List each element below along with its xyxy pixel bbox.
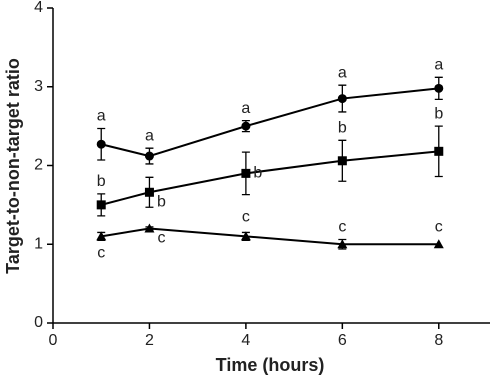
y-axis-title: Target-to-non-target ratio: [3, 58, 23, 274]
point-label: c: [435, 218, 443, 235]
point-label: a: [97, 108, 106, 125]
point: [337, 239, 348, 249]
point-label: c: [157, 230, 165, 247]
point: [241, 121, 251, 131]
point-label: a: [145, 127, 154, 144]
point-label: c: [97, 245, 105, 262]
x-tick-label: 4: [241, 332, 250, 349]
point: [96, 139, 106, 149]
point-label: b: [157, 193, 166, 210]
point-label: b: [97, 173, 106, 190]
point-label: c: [338, 218, 346, 235]
point-label: a: [434, 57, 443, 74]
point: [241, 168, 251, 178]
point: [434, 146, 444, 156]
x-tick-label: 8: [434, 332, 443, 349]
y-tick-label: 4: [34, 0, 43, 16]
point: [96, 200, 106, 210]
point-label: b: [338, 120, 347, 137]
series-line: [100, 87, 439, 158]
point: [337, 156, 347, 166]
point: [240, 231, 251, 241]
x-tick-label: 6: [338, 332, 347, 349]
point-label: a: [241, 100, 250, 117]
y-tick-label: 0: [34, 314, 43, 331]
point: [337, 94, 347, 104]
point: [144, 151, 154, 161]
point: [433, 239, 444, 249]
point-label: b: [434, 105, 443, 122]
point: [144, 187, 154, 197]
point-label: a: [338, 64, 347, 81]
point-label: b: [253, 165, 262, 182]
x-tick-label: 2: [145, 332, 154, 349]
point: [434, 83, 444, 93]
point: [96, 231, 107, 241]
x-axis-title: Time (hours): [216, 355, 325, 375]
x-tick-label: 0: [49, 332, 58, 349]
point-label: c: [242, 209, 250, 226]
point: [144, 223, 155, 233]
y-tick-label: 1: [34, 235, 43, 252]
y-tick-label: 3: [34, 78, 43, 95]
y-tick-label: 2: [34, 157, 43, 174]
